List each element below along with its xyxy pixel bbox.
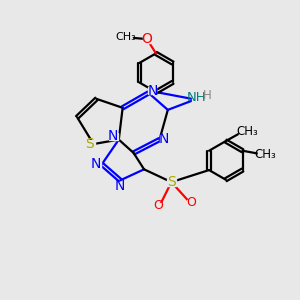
Text: CH₃: CH₃	[236, 125, 258, 138]
Bar	[118, 34, 133, 41]
Text: O: O	[142, 32, 152, 46]
Bar	[143, 36, 151, 43]
Bar	[92, 161, 101, 168]
Bar	[85, 140, 95, 148]
Bar	[160, 135, 168, 142]
Text: O: O	[186, 196, 196, 209]
Text: CH₃: CH₃	[116, 32, 136, 42]
Text: N: N	[148, 84, 158, 98]
Text: NH: NH	[187, 92, 206, 104]
Text: CH₃: CH₃	[254, 148, 276, 161]
Bar	[109, 133, 118, 140]
Bar	[115, 182, 123, 189]
Text: S: S	[167, 175, 176, 189]
Bar	[148, 87, 156, 94]
Text: N: N	[91, 157, 101, 171]
Bar	[167, 178, 176, 186]
Text: H: H	[203, 89, 212, 102]
Text: S: S	[85, 137, 94, 151]
Bar	[187, 200, 195, 206]
Bar	[239, 128, 255, 135]
Text: N: N	[159, 132, 169, 146]
Text: N: N	[108, 129, 118, 143]
Bar	[192, 94, 203, 102]
Text: O: O	[153, 200, 163, 212]
Bar	[154, 202, 162, 209]
Bar	[258, 150, 273, 158]
Text: N: N	[115, 179, 125, 193]
